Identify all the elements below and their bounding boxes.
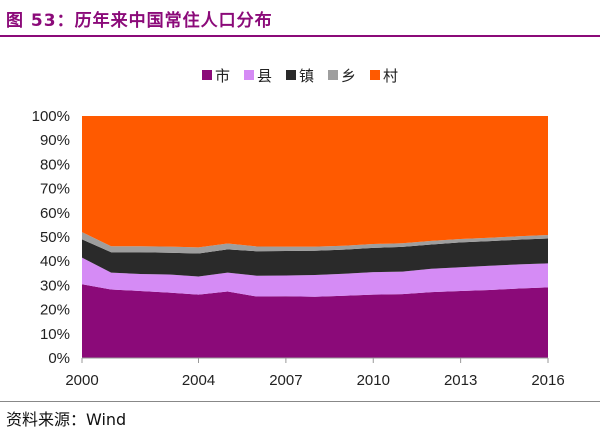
x-tick-label: 2000 xyxy=(65,372,98,389)
legend-item-town: 镇 xyxy=(285,65,314,86)
legend-item-township: 乡 xyxy=(328,65,356,86)
y-tick-label: 40% xyxy=(40,253,70,270)
area-series-4 xyxy=(82,116,548,248)
y-tick-label: 80% xyxy=(40,156,70,173)
y-tick-label: 50% xyxy=(40,229,70,246)
y-tick-label: 0% xyxy=(48,350,70,367)
stacked-area-chart: 0% 10% 20% 30% 40% 50% 60% 70% 80% 90% 100% 2000 200… xyxy=(32,108,565,389)
y-tick-label: 30% xyxy=(40,277,70,294)
x-tick-label: 2016 xyxy=(531,372,564,389)
area-series-1 xyxy=(82,257,548,297)
y-tick-label: 10% xyxy=(40,326,70,343)
y-tick-label: 70% xyxy=(40,181,70,198)
chart-legend: 市 县 镇 乡 村 xyxy=(0,64,600,86)
x-tick-label: 2004 xyxy=(182,372,215,389)
area-series-0 xyxy=(82,284,548,358)
area-series-3 xyxy=(82,232,548,254)
area-series-2 xyxy=(82,238,548,277)
legend-label-county: 县 xyxy=(256,66,272,85)
legend-label-town: 镇 xyxy=(298,66,314,85)
legend-label-city: 市 xyxy=(214,66,230,85)
legend-item-city: 市 xyxy=(201,65,230,86)
legend-item-county: 县 xyxy=(243,65,272,86)
x-tick-label: 2010 xyxy=(357,372,390,389)
legend-swatch-township xyxy=(328,70,338,80)
legend-swatch-city xyxy=(201,70,212,80)
legend-swatch-county xyxy=(243,70,254,80)
source-note: 资料来源：Wind xyxy=(6,410,127,429)
legend-label-township: 乡 xyxy=(341,66,357,85)
y-tick-label: 90% xyxy=(40,132,70,149)
legend-swatch-village xyxy=(370,70,381,80)
legend-swatch-town xyxy=(285,70,296,80)
footer-divider xyxy=(0,401,600,402)
y-tick-label: 20% xyxy=(40,302,70,319)
y-tick-label: 100% xyxy=(32,108,70,125)
legend-item-village: 村 xyxy=(370,65,398,86)
legend-label-village: 村 xyxy=(383,66,399,85)
y-tick-label: 60% xyxy=(40,205,70,222)
x-tick-label: 2007 xyxy=(269,372,302,389)
title-divider xyxy=(0,35,600,37)
figure-title: 图 53：历年来中国常住人口分布 xyxy=(6,11,273,31)
x-tick-label: 2013 xyxy=(444,372,477,389)
